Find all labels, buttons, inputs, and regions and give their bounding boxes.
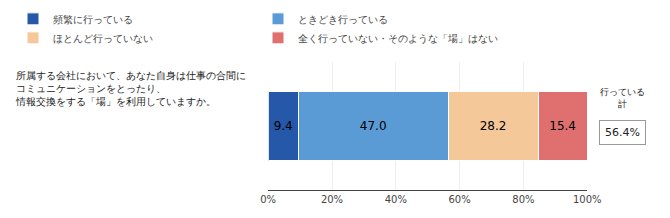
svg-text:28.2: 28.2 (480, 119, 507, 133)
svg-text:40%: 40% (385, 194, 407, 205)
svg-text:行っている計: 行っている計 (600, 87, 645, 109)
svg-text:56.4%: 56.4% (605, 126, 640, 139)
svg-text:80%: 80% (512, 194, 534, 205)
svg-text:頻繁に行っている: 頻繁に行っている (53, 14, 133, 25)
svg-text:0%: 0% (260, 194, 276, 205)
svg-text:9.4: 9.4 (274, 119, 293, 133)
svg-text:ときどき行っている: ときどき行っている (298, 14, 388, 25)
svg-text:所属する会社において、あなた自身は仕事の合間にコミュニケーシ: 所属する会社において、あなた自身は仕事の合間にコミュニケーションをとったり、情報… (15, 70, 246, 107)
svg-text:全く行っていない・そのような「場」はない: 全く行っていない・そのような「場」はない (298, 33, 498, 44)
svg-text:15.4: 15.4 (549, 119, 576, 133)
svg-text:100%: 100% (573, 194, 602, 205)
svg-text:60%: 60% (448, 194, 470, 205)
svg-text:47.0: 47.0 (360, 119, 387, 133)
svg-text:20%: 20% (321, 194, 343, 205)
svg-text:ほとんど行っていない: ほとんど行っていない (53, 33, 153, 44)
